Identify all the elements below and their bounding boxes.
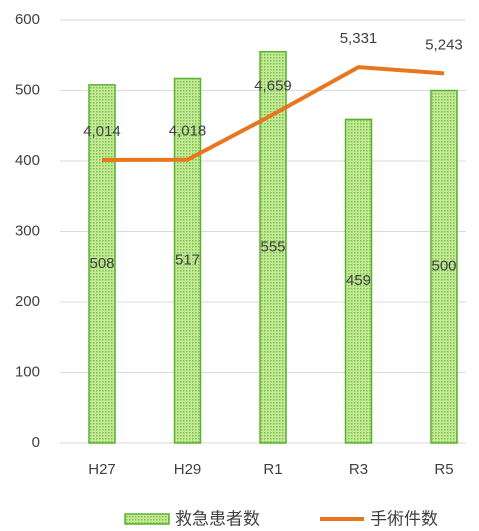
- line-value-label: 4,018: [169, 123, 207, 140]
- bar-value-label: 500: [431, 258, 456, 275]
- legend-label: 救急患者数: [175, 509, 260, 528]
- line: [101, 65, 445, 163]
- y-tick-label: 600: [15, 11, 40, 28]
- y-tick-label: 0: [32, 434, 40, 451]
- bar: [344, 118, 373, 444]
- bar: [88, 84, 116, 444]
- bar-value-label: 555: [260, 238, 285, 255]
- line-value-label: 5,331: [340, 30, 378, 47]
- bar-value-label: 459: [346, 272, 371, 289]
- y-tick-label: 200: [15, 293, 40, 310]
- line-value-label: 4,014: [83, 123, 121, 140]
- x-tick-label: R1: [263, 461, 282, 478]
- bar-value-label: 517: [175, 252, 200, 269]
- bar: [430, 89, 458, 444]
- y-tick-label: 400: [15, 152, 40, 169]
- bar-value-label: 508: [89, 255, 114, 272]
- line-value-label: 5,243: [425, 36, 463, 53]
- x-tick-label: R3: [349, 461, 368, 478]
- y-tick-label: 500: [15, 81, 40, 98]
- legend-swatch: [124, 513, 170, 525]
- x-tick-label: R5: [434, 461, 453, 478]
- x-tick-label: H27: [88, 461, 116, 478]
- legend-label: 手術件数: [370, 509, 438, 528]
- y-tick-label: 100: [15, 363, 40, 380]
- x-tick-label: H29: [174, 461, 202, 478]
- y-tick-label: 300: [15, 222, 40, 239]
- line-value-label: 4,659: [254, 78, 292, 95]
- bar: [173, 77, 202, 444]
